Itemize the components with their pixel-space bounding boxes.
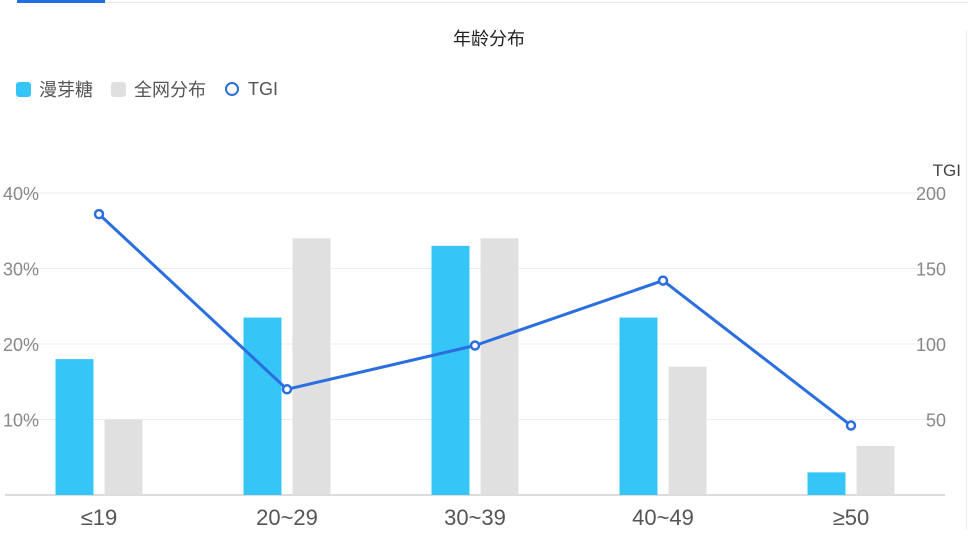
bar-brand bbox=[243, 317, 282, 495]
legend-label-brand: 漫芽糖 bbox=[39, 80, 93, 100]
x-tick-label: 30~39 bbox=[444, 505, 506, 530]
tgi-point bbox=[657, 275, 669, 286]
y-left-tick-label: 30% bbox=[3, 260, 39, 280]
legend-item-network[interactable]: 全网分布 bbox=[111, 76, 206, 102]
tgi-line bbox=[97, 213, 852, 427]
tgi-point bbox=[469, 340, 481, 351]
bar-brand bbox=[807, 472, 846, 495]
x-tick-label: ≥50 bbox=[833, 505, 870, 530]
legend-swatch-network bbox=[111, 81, 126, 97]
y-right-axis-title: TGI bbox=[933, 161, 961, 180]
tgi-point bbox=[93, 208, 105, 220]
y-left-tick-label: 20% bbox=[3, 335, 39, 355]
bar-brand bbox=[55, 359, 94, 495]
bar-brand bbox=[619, 317, 658, 495]
bar-network bbox=[668, 366, 707, 495]
tgi-point bbox=[281, 384, 293, 395]
y-right-tick-label: 50 bbox=[926, 411, 946, 431]
panel-border bbox=[966, 30, 967, 530]
bar-network bbox=[856, 445, 895, 495]
x-tick-label: ≤19 bbox=[81, 505, 118, 530]
y-right-tick-label: 100 bbox=[916, 335, 946, 355]
y-left-tick-label: 10% bbox=[3, 411, 39, 431]
legend-item-tgi[interactable]: TGI bbox=[224, 79, 278, 100]
legend-swatch-brand bbox=[16, 81, 31, 97]
bar-network bbox=[292, 238, 331, 496]
y-left-tick-label: 40% bbox=[3, 184, 39, 204]
chart-title: 年龄分布 bbox=[453, 29, 525, 49]
y-right-tick-label: 200 bbox=[916, 184, 946, 204]
tab-bar-border bbox=[105, 2, 968, 3]
bar-brand bbox=[431, 245, 470, 495]
y-right-tick-label: 150 bbox=[916, 260, 946, 280]
chart-legend: 漫芽糖 全网分布 TGI bbox=[16, 76, 296, 102]
legend-label-tgi: TGI bbox=[248, 78, 278, 99]
legend-marker-tgi bbox=[225, 82, 239, 96]
bar-network bbox=[480, 238, 519, 496]
x-tick-label: 20~29 bbox=[256, 505, 318, 530]
x-tick-label: 40~49 bbox=[632, 505, 694, 530]
legend-item-brand[interactable]: 漫芽糖 bbox=[16, 76, 93, 102]
tab-active-indicator bbox=[17, 0, 105, 3]
tgi-point bbox=[845, 420, 857, 431]
legend-label-network: 全网分布 bbox=[134, 80, 206, 100]
bar-network bbox=[104, 419, 143, 495]
